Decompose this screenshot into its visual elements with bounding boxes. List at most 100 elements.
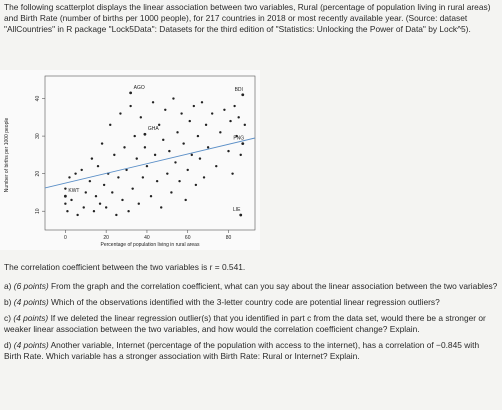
- point: [168, 149, 171, 153]
- point: [202, 176, 206, 179]
- point: [186, 168, 189, 172]
- plot-frame: [44, 75, 256, 231]
- point: [109, 123, 112, 127]
- point-label: KWT: [68, 188, 79, 194]
- question-text: Which of the observations identified wit…: [51, 297, 440, 307]
- point: [139, 116, 143, 119]
- point: [137, 202, 140, 205]
- point: [176, 131, 179, 134]
- question-points: (4 points): [13, 313, 49, 323]
- point: [151, 101, 155, 104]
- point: [129, 104, 132, 108]
- point: [133, 134, 136, 138]
- point: [188, 119, 191, 123]
- point: [76, 213, 79, 217]
- point: [198, 157, 202, 160]
- point: [80, 168, 83, 172]
- point: [157, 123, 161, 127]
- y-tick-label: 10: [35, 208, 41, 214]
- point-label: LIE: [233, 207, 241, 213]
- x-tick-label: 20: [103, 235, 109, 241]
- intro: The following scatterplot displays the l…: [4, 2, 491, 34]
- x-tick-label: 40: [144, 235, 150, 241]
- point-label: PNG: [233, 136, 244, 142]
- point-label: BDI: [235, 87, 243, 93]
- point: [162, 138, 165, 142]
- point: [164, 108, 167, 112]
- question: c) (4 points) If we deleted the linear r…: [4, 313, 498, 335]
- point: [88, 179, 92, 183]
- question-label: b): [4, 297, 12, 307]
- point: [210, 112, 214, 115]
- x-tick-label: 60: [185, 235, 191, 241]
- y-tick-label: 30: [35, 133, 41, 139]
- point: [84, 191, 87, 194]
- x-tick-label: 80: [226, 235, 232, 241]
- question-text: Another variable, Internet (percentage o…: [4, 340, 480, 361]
- point: [233, 104, 236, 108]
- point: [243, 123, 247, 127]
- point: [153, 153, 157, 157]
- point: [92, 210, 96, 213]
- point: [174, 161, 177, 164]
- point: [90, 157, 94, 160]
- point: [200, 101, 204, 104]
- y-tick-label: 40: [35, 96, 41, 102]
- question-label: d): [4, 340, 12, 350]
- point: [184, 198, 187, 202]
- point: [145, 164, 149, 168]
- point-label: AGO: [134, 85, 145, 91]
- scatterplot: Percentage of population living in rural…: [0, 70, 260, 250]
- labeled-point: [129, 91, 133, 95]
- chart-bg: [0, 70, 260, 250]
- point: [235, 134, 238, 138]
- point: [123, 146, 126, 149]
- question-label: a): [4, 281, 12, 291]
- point: [172, 97, 175, 100]
- point: [125, 168, 128, 172]
- point: [237, 116, 240, 119]
- point: [64, 202, 67, 205]
- point: [196, 134, 200, 138]
- point: [239, 153, 242, 157]
- trend-line: [44, 137, 256, 189]
- point: [206, 146, 210, 149]
- point: [82, 206, 85, 209]
- point: [119, 112, 122, 115]
- point: [204, 123, 208, 127]
- x-tick-label: 0: [64, 235, 67, 241]
- point: [100, 142, 104, 145]
- question-text: If we deleted the linear regression outl…: [4, 313, 486, 334]
- point: [102, 183, 106, 187]
- question: d) (4 points) Another variable, Internet…: [4, 340, 498, 362]
- point: [66, 210, 69, 213]
- point: [121, 198, 124, 202]
- point: [160, 206, 163, 209]
- point: [115, 213, 118, 217]
- question-points: (4 points): [13, 340, 49, 350]
- point: [192, 104, 196, 108]
- y-tick-label: 20: [35, 171, 41, 177]
- point: [155, 179, 159, 183]
- point: [182, 142, 185, 145]
- point: [141, 176, 145, 179]
- question-points: (4 points): [13, 297, 49, 307]
- point: [113, 153, 116, 157]
- point: [149, 194, 153, 198]
- question-points: (6 points): [13, 281, 49, 291]
- labeled-point: [239, 213, 243, 217]
- question: a) (6 points) From the graph and the cor…: [4, 281, 498, 292]
- point: [190, 153, 193, 157]
- point: [70, 198, 73, 202]
- point: [127, 210, 130, 213]
- point: [74, 172, 77, 175]
- labeled-point: [63, 194, 67, 198]
- point: [135, 157, 138, 160]
- point: [166, 172, 169, 175]
- point: [94, 194, 98, 198]
- point: [170, 191, 173, 194]
- labeled-point: [241, 142, 245, 146]
- y-axis-label: Number of births per 1000 people: [4, 118, 10, 193]
- point: [178, 179, 181, 183]
